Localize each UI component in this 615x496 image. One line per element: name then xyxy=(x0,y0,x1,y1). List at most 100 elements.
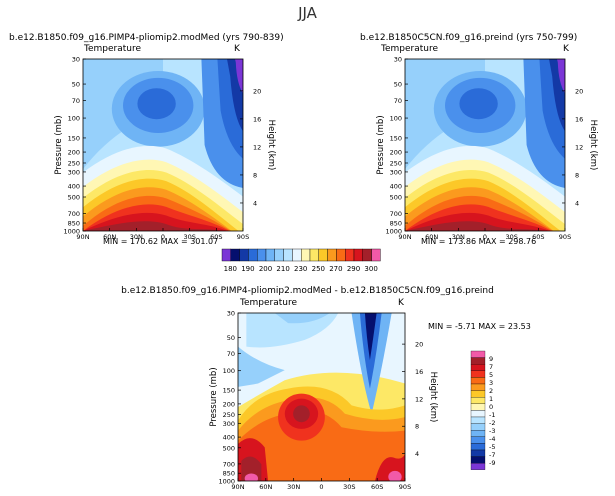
panel3-rtick-label: 20 xyxy=(415,341,423,349)
panel3-rtick-label: 8 xyxy=(415,423,419,431)
legend-bottom-swatch xyxy=(470,377,486,385)
legend-bottom-label: -9 xyxy=(489,459,495,467)
legend-bottom-label: -7 xyxy=(489,451,495,459)
panel2-rtick-label: 4 xyxy=(575,199,579,207)
panel2-xtick-label: 90N xyxy=(398,233,411,241)
legend-top-swatch xyxy=(230,248,240,262)
panel1-unit: K xyxy=(234,44,240,54)
panel2-title: b.e12.B1850C5CN.f09_g16.preind (yrs 750-… xyxy=(360,33,578,43)
panel2-ytick-label: 100 xyxy=(390,115,402,123)
panel2-xtick-label: 60N xyxy=(425,233,438,241)
panel1-band-vortex4 xyxy=(235,59,243,94)
legend-bottom-label: -3 xyxy=(489,427,495,435)
legend-top-label: 250 xyxy=(312,265,325,273)
legend-bottom-label: 7 xyxy=(489,363,493,371)
legend-top-label: 230 xyxy=(294,265,307,273)
panel3-ytick-label: 1000 xyxy=(218,478,235,486)
panel3-rtick-label: 12 xyxy=(415,395,423,403)
panel3-xtick-label: 90S xyxy=(399,483,411,491)
panel1-field xyxy=(83,59,243,231)
panel1-ytick-label: 30 xyxy=(72,56,80,64)
panel3-label: Temperature xyxy=(240,298,298,308)
panel3-ylabel: Pressure (mb) xyxy=(209,367,219,426)
legend-top-swatch xyxy=(257,248,267,262)
panel3-xtick-label: 30S xyxy=(343,483,355,491)
panel1-rtick-label: 8 xyxy=(253,171,257,179)
legend-top-swatch xyxy=(239,248,249,262)
panel2-ytick-label: 300 xyxy=(390,168,402,176)
panel1-title: b.e12.B1850.f09_g16.PIMP4-pliomip2.modMe… xyxy=(9,33,284,43)
legend-bottom-label: 9 xyxy=(489,355,493,363)
panel3-xtick-label: 30N xyxy=(287,483,300,491)
legend-top-swatch xyxy=(274,248,284,262)
legend-bottom-swatch xyxy=(470,390,486,398)
legend-bottom-label: -5 xyxy=(489,443,495,451)
legend-bottom-label: 5 xyxy=(489,371,493,379)
panel2-ytick-label: 700 xyxy=(390,210,402,218)
panel3-band-w11 xyxy=(388,470,402,481)
panel2-stats: MIN = 173.86 MAX = 298.76 xyxy=(421,237,537,246)
panel2-ylabel-right: Height (km) xyxy=(588,120,598,171)
panel1-xtick-label: 60N xyxy=(103,233,116,241)
panel2-ytick-label: 50 xyxy=(394,81,402,89)
legend-bottom-swatch xyxy=(470,364,486,371)
panel2-field xyxy=(405,59,565,231)
panel3-band-w6 xyxy=(293,405,310,423)
legend-top-swatch xyxy=(292,248,302,262)
panel3-ytick-label: 300 xyxy=(223,420,235,428)
legend-bottom-swatch xyxy=(470,436,486,444)
legend-top-label: 270 xyxy=(329,265,342,273)
panel1-ytick-label: 150 xyxy=(68,134,80,142)
legend-top-swatch xyxy=(362,248,372,262)
panel3-rtick-label: 4 xyxy=(415,450,419,458)
panel3-xtick-label: 90N xyxy=(231,483,244,491)
panel3-band-c3 xyxy=(238,346,285,387)
panel1-ytick-label: 200 xyxy=(68,149,80,157)
panel3-band-c1 xyxy=(246,313,339,348)
panel3-ytick-label: 200 xyxy=(223,400,235,408)
panel1-band-warm xyxy=(83,221,223,231)
panel1-rtick-label: 12 xyxy=(253,143,261,151)
panel1-ytick-label: 50 xyxy=(72,81,80,89)
legend-bottom-label: -1 xyxy=(489,411,495,419)
legend-top-label: 200 xyxy=(259,265,272,273)
legend-bottom-label: 3 xyxy=(489,379,493,387)
page-title: JJA xyxy=(298,4,317,22)
panel3-stats: MIN = -5.71 MAX = 23.53 xyxy=(428,322,531,331)
legend-bottom-swatch xyxy=(470,410,486,418)
panel3-ytick-label: 400 xyxy=(223,434,235,442)
panel3-ytick-label: 250 xyxy=(223,411,235,419)
panel1-ylabel: Pressure (mb) xyxy=(54,115,64,174)
panel2-ylabel: Pressure (mb) xyxy=(376,115,386,174)
legend-bottom-swatch xyxy=(470,430,486,437)
panel1-rtick-label: 4 xyxy=(253,199,257,207)
panel2-ytick-label: 150 xyxy=(390,134,402,142)
panel1-ytick-label: 850 xyxy=(68,220,80,228)
legend-top-swatch xyxy=(248,248,258,262)
legend-bottom-swatch xyxy=(470,449,486,457)
panel2-xtick-label: 60S xyxy=(532,233,544,241)
panel3-band-w9 xyxy=(244,473,259,481)
legend-bottom-swatch xyxy=(470,443,486,451)
legend-bottom-label: 0 xyxy=(489,403,493,411)
panel3-band-c2 xyxy=(274,313,330,324)
legend-top-swatch xyxy=(345,248,355,262)
legend-bottom-swatch xyxy=(470,456,486,464)
panel2-unit: K xyxy=(563,44,569,54)
legend-top-swatch xyxy=(371,248,381,262)
panel1-ytick-label: 700 xyxy=(68,210,80,218)
panel3-ytick-label: 700 xyxy=(223,460,235,468)
panel2-rtick-label: 12 xyxy=(575,143,583,151)
legend-bottom-label: -4 xyxy=(489,435,495,443)
panel1-xtick-label: 90N xyxy=(76,233,89,241)
legend-top-swatch xyxy=(301,248,311,262)
panel3-unit: K xyxy=(398,298,404,308)
panel1-ytick-label: 1000 xyxy=(63,228,80,236)
panel3-xtick-label: 60N xyxy=(259,483,272,491)
panel1-xtick-label: 30N xyxy=(130,233,143,241)
panel1-band-cool5 xyxy=(137,88,176,120)
